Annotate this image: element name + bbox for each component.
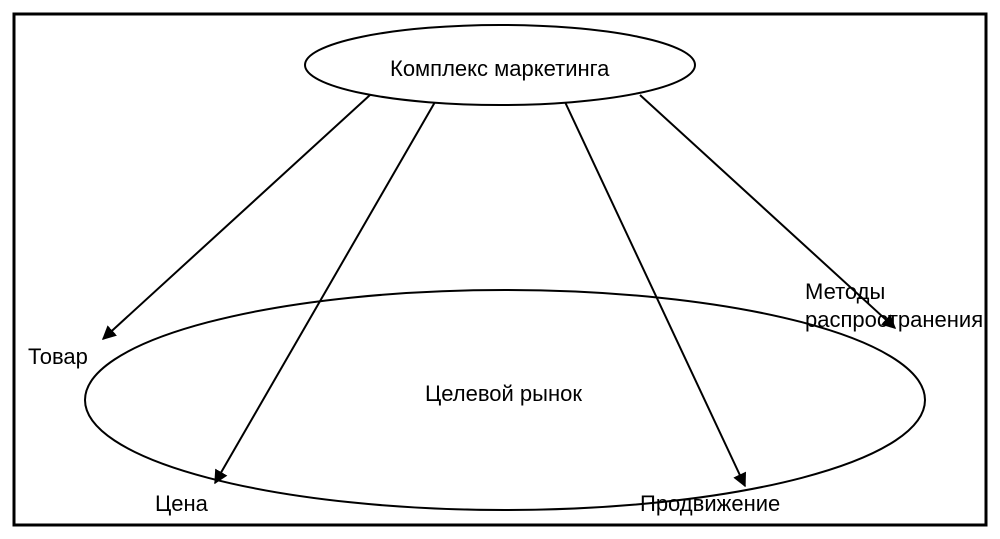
diagram-svg bbox=[0, 0, 1000, 539]
edge-arrow bbox=[640, 95, 895, 328]
edge-arrow bbox=[103, 95, 370, 339]
edge-arrow bbox=[565, 102, 745, 486]
marketing-mix-ellipse bbox=[305, 25, 695, 105]
target-market-ellipse bbox=[85, 290, 925, 510]
diagram-canvas: Комплекс маркетингаЦелевой рынокТоварЦен… bbox=[0, 0, 1000, 539]
